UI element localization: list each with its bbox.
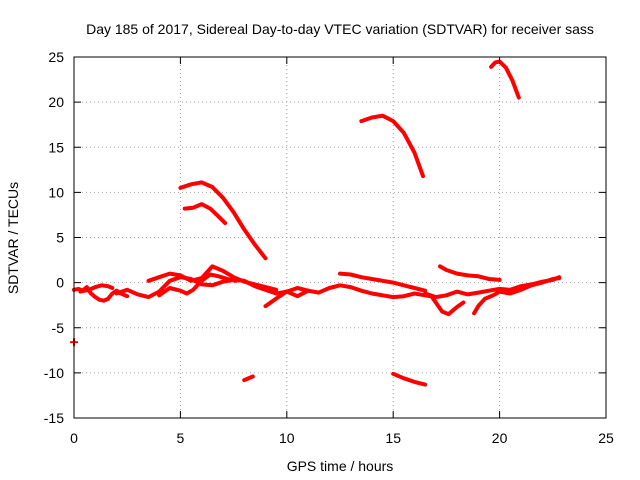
y-tick-label: 15	[48, 139, 64, 155]
series-arc-6	[178, 180, 268, 261]
series-arc-11	[359, 113, 425, 179]
grid	[74, 57, 606, 418]
y-axis-label: SDTVAR / TECUs	[5, 182, 21, 294]
axis-ticks: 0 5 10 15 20 25 -15 -10 -5 0 5 10 15 20 25	[44, 49, 614, 446]
series-arc-3	[114, 275, 311, 300]
series-arc-9	[263, 283, 438, 309]
x-tick-label: 10	[279, 430, 295, 446]
x-axis-label: GPS time / hours	[287, 458, 394, 474]
x-tick-label: 0	[70, 430, 78, 446]
series-arc-12	[391, 371, 428, 387]
y-tick-label: 20	[48, 94, 64, 110]
y-tick-label: 25	[48, 49, 64, 65]
chart-title: Day 185 of 2017, Sidereal Day-to-day VTE…	[86, 21, 594, 37]
y-tick-label: -5	[52, 320, 65, 336]
series-arc-14	[438, 264, 502, 282]
series-arc-10	[338, 271, 428, 293]
series-arc-8	[242, 374, 255, 383]
series-arc-16	[472, 276, 562, 316]
y-tick-label: 5	[56, 230, 64, 246]
x-tick-label: 25	[598, 430, 614, 446]
series-arc-7	[182, 202, 228, 226]
series-arc-4	[146, 264, 279, 292]
x-tick-label: 15	[385, 430, 401, 446]
y-tick-label: 0	[56, 275, 64, 291]
series-arc-2	[78, 283, 115, 294]
series-arc-5	[157, 272, 238, 298]
series-layer	[70, 59, 562, 387]
y-tick-label: -10	[44, 365, 64, 381]
y-tick-label: 10	[48, 184, 64, 200]
series-arc-17	[489, 59, 521, 100]
x-tick-label: 20	[492, 430, 508, 446]
series-arc-15	[429, 294, 466, 317]
y-tick-label: -15	[44, 410, 64, 426]
x-tick-label: 5	[177, 430, 185, 446]
